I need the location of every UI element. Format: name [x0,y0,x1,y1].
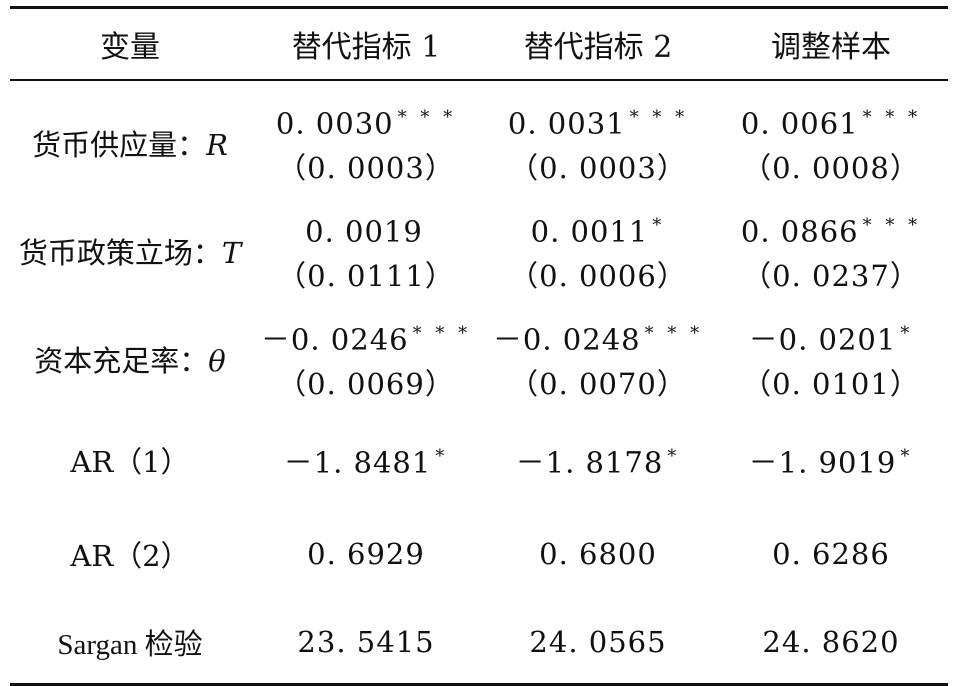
header-adjusted-sample: 调整样本 [771,30,891,65]
coefficient: 0. 0866 [740,214,859,249]
standard-error: （0. 0101） [742,366,920,401]
coefficient: 0. 0030 [275,106,394,141]
coefficient: 24. 8620 [762,625,900,659]
value-cell: －0. 0201 * （0. 0101） [714,312,948,406]
header-variable: 变量 [100,30,160,65]
table-row: 资本充足率：θ －0. 0246 * * * （0. 0069） －0. 0248… [10,305,948,413]
significance-stars: * [435,446,449,468]
coefficient: 24. 0565 [529,625,667,659]
coefficient: 23. 5415 [297,625,435,659]
coefficient: －0. 0246 [260,322,409,357]
value-cell: 0. 0031 * * * （0. 0003） [482,96,714,190]
value-cell: 0. 0866 * * * （0. 0237） [714,204,948,298]
value-cell: 24. 8620 [714,620,948,664]
value-cell: －1. 8481 * [250,435,482,485]
standard-error: （0. 0070） [509,366,687,401]
value-cell: 0. 0019 （0. 0111） [250,204,482,298]
coefficient: －0. 0248 [492,322,641,357]
table-row: 货币供应量：R 0. 0030 * * * （0. 0003） 0. 0031 * … [10,89,948,197]
table-row: Sargan 检验 23. 5415 24. 0565 24. 8620 [10,601,948,683]
significance-stars: * [900,446,914,468]
table-row: AR（2） 0. 6929 0. 6800 0. 6286 [10,507,948,601]
row-label: 资本充足率：θ [34,344,226,378]
table-body: 货币供应量：R 0. 0030 * * * （0. 0003） 0. 0031 * … [10,81,948,683]
header-row: 变量 替代指标 1 替代指标 2 调整样本 [10,9,948,79]
coefficient: 0. 0031 [507,106,626,141]
value-cell: 0. 0030 * * * （0. 0003） [250,96,482,190]
standard-error: （0. 0111） [277,258,455,293]
row-label: 货币供应量：R [32,128,228,162]
table-row: AR（1） －1. 8481 * －1. 8178 * －1. 9019 * [10,413,948,507]
value-cell: 0. 6929 [250,532,482,576]
significance-stars: * * * [644,323,704,345]
coefficient: 0. 0011 [530,214,649,249]
coefficient: 0. 6286 [772,537,890,571]
coefficient: 0. 6800 [539,537,657,571]
value-cell: 0. 6800 [482,532,714,576]
value-cell: 24. 0565 [482,620,714,664]
significance-stars: * * * [862,107,922,129]
header-alt-indicator-2: 替代指标 2 [523,30,673,65]
coefficient: 0. 0019 [305,214,423,249]
coefficient: －1. 9019 [748,445,897,480]
header-alt-indicator-1: 替代指标 1 [291,30,441,65]
standard-error: （0. 0069） [277,366,455,401]
standard-error: （0. 0003） [509,150,687,185]
significance-stars: * * * [629,107,689,129]
row-label: 货币政策立场：T [18,236,242,270]
significance-stars: * * * [397,107,457,129]
significance-stars: * * * [862,215,922,237]
value-cell: 0. 6286 [714,532,948,576]
row-label: AR（2） [70,539,190,573]
row-label: Sargan 检验 [57,629,203,661]
coefficient: －1. 8178 [515,445,664,480]
value-cell: －1. 8178 * [482,435,714,485]
header-rule [10,79,948,81]
coefficient: －1. 8481 [283,445,432,480]
value-cell: 23. 5415 [250,620,482,664]
significance-stars: * [667,446,681,468]
standard-error: （0. 0003） [277,150,455,185]
value-cell: 0. 0011 * （0. 0006） [482,204,714,298]
significance-stars: * * * [412,323,472,345]
top-rule [10,6,948,9]
value-cell: 0. 0061 * * * （0. 0008） [714,96,948,190]
standard-error: （0. 0008） [742,150,920,185]
table-row: 货币政策立场：T 0. 0019 （0. 0111） 0. 0011 * （0. … [10,197,948,305]
row-label: AR（1） [70,445,190,479]
standard-error: （0. 0237） [742,258,920,293]
regression-table: 变量 替代指标 1 替代指标 2 调整样本 货币供应量：R 0. 0030 * *… [10,6,948,686]
value-cell: －0. 0248 * * * （0. 0070） [482,312,714,406]
coefficient: －0. 0201 [748,322,897,357]
significance-stars: * [900,323,914,345]
value-cell: －0. 0246 * * * （0. 0069） [250,312,482,406]
significance-stars: * [652,215,666,237]
standard-error: （0. 0006） [509,258,687,293]
coefficient: 0. 6929 [307,537,425,571]
coefficient: 0. 0061 [740,106,859,141]
value-cell: －1. 9019 * [714,435,948,485]
